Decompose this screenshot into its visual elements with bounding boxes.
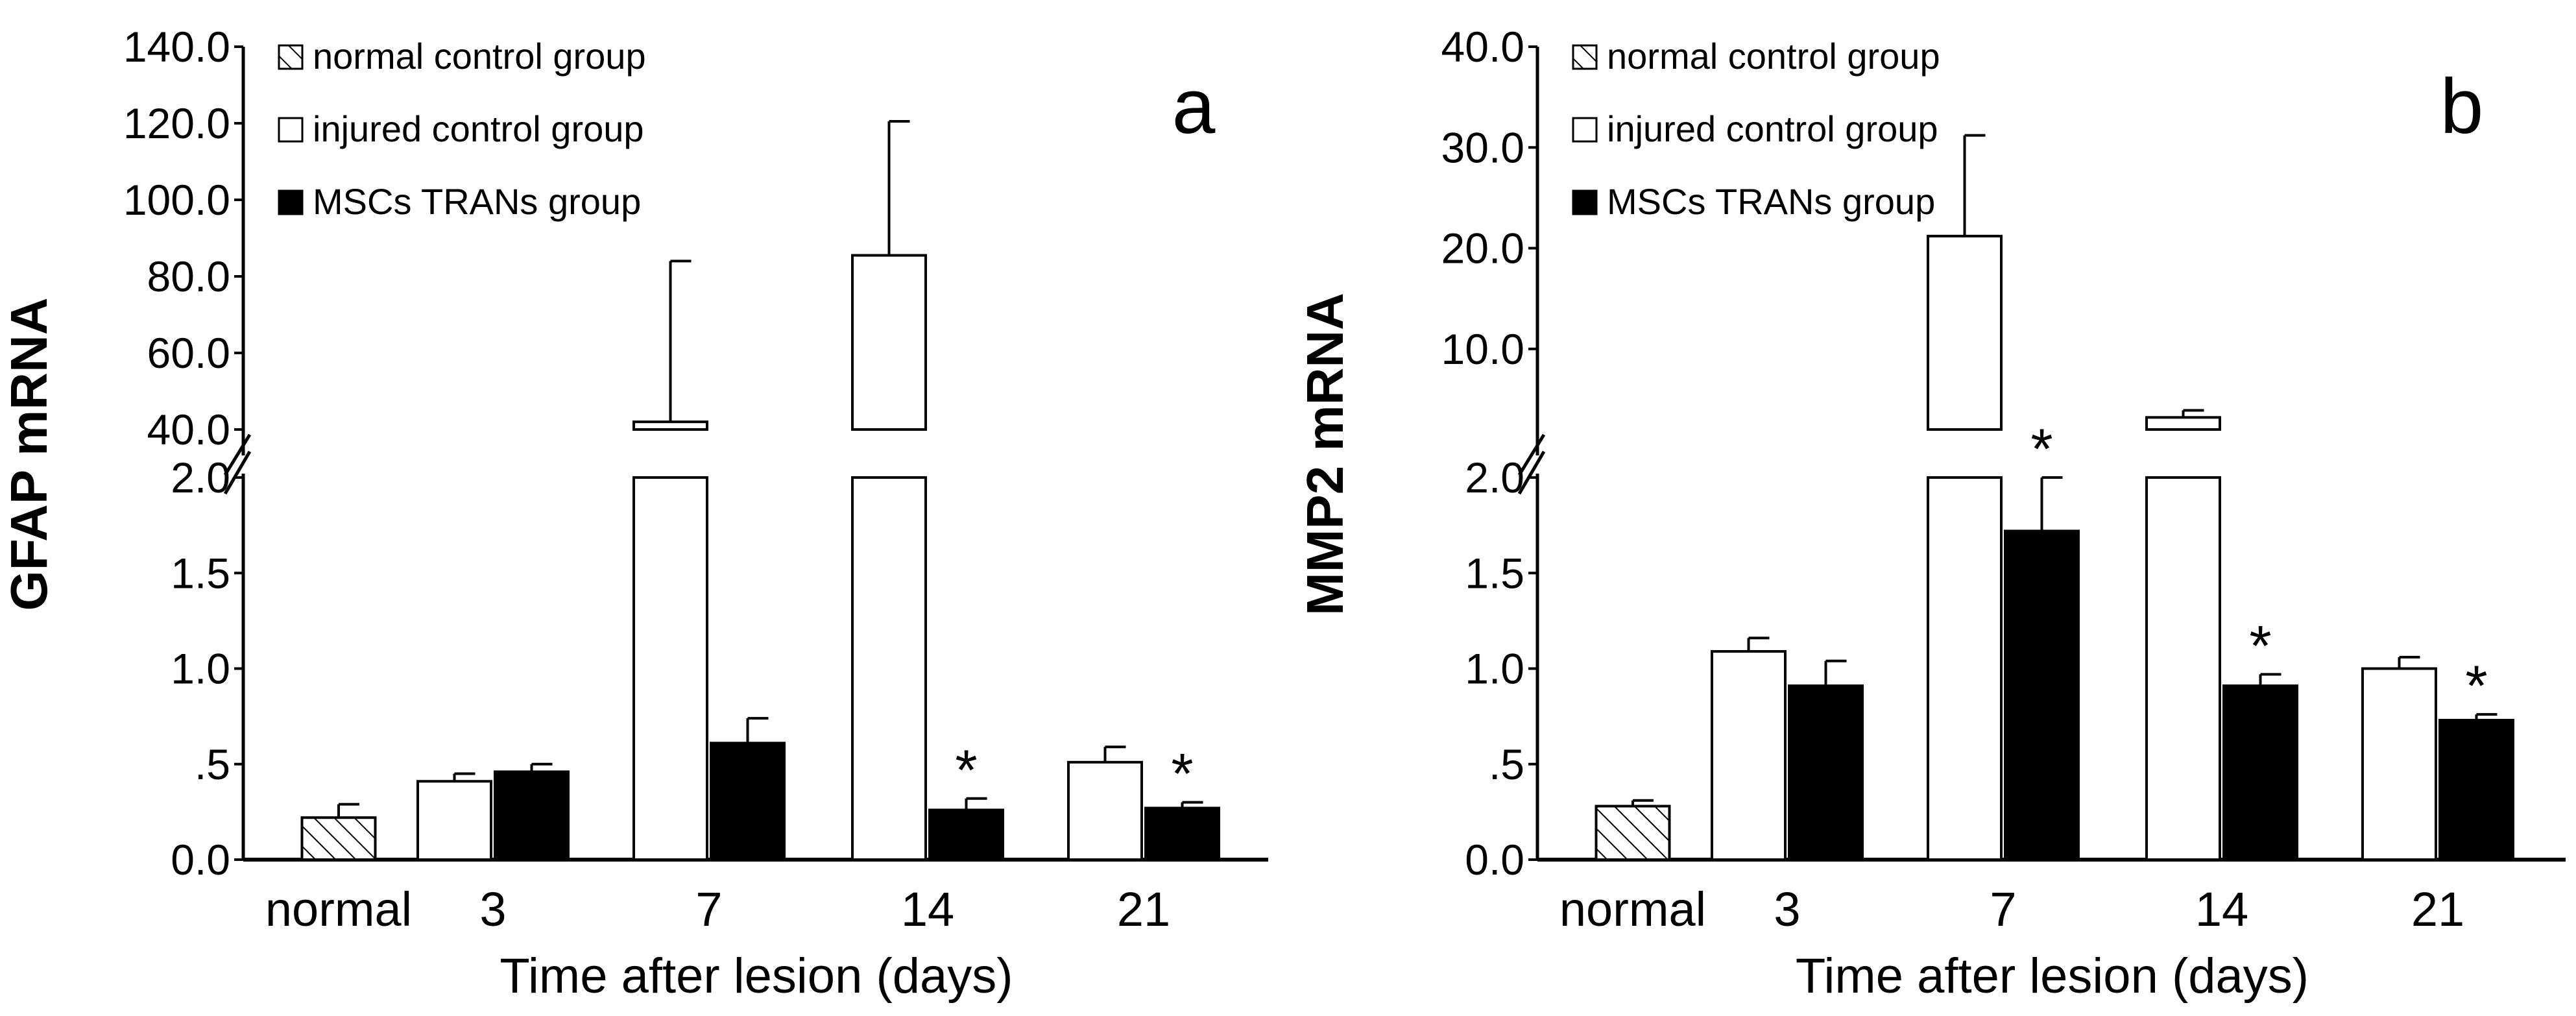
bar [2222, 684, 2298, 861]
bar [2145, 476, 2221, 861]
bar [2145, 416, 2221, 431]
x-axis-title: Time after lesion (days) [500, 949, 1013, 1004]
legend-label: MSCs TRANs group [313, 181, 641, 222]
bar [1788, 684, 1864, 861]
x-category-label: 21 [1117, 882, 1170, 936]
axis-break-mark [223, 433, 252, 476]
bar [851, 476, 927, 861]
y-tick-label: 140.0 [123, 23, 230, 71]
chart-panel-b: 0.0 .5 1.0 1.5 2.0 10.0 20.0 30.0 40.0 MMP2 mRNA n… [1296, 23, 2566, 1004]
axis-break-mark [1517, 433, 1546, 476]
bar [494, 770, 570, 862]
x-category-label: 7 [1990, 882, 2016, 936]
y-tick-label: 60.0 [147, 329, 230, 377]
y-tick-label: 1.5 [1465, 549, 1524, 597]
bar [632, 420, 708, 431]
y-tick-label: 1.0 [1465, 645, 1524, 693]
legend-swatch [1572, 44, 1598, 70]
bar [1067, 760, 1143, 862]
bar [1144, 806, 1220, 861]
bar [2438, 719, 2514, 862]
y-axis-title: GFAP mRNA [0, 297, 58, 611]
y-tick-label: 1.0 [171, 645, 230, 693]
axis-break-mark [1517, 450, 1546, 495]
x-category-label: 14 [901, 882, 954, 936]
bar [1927, 476, 2003, 861]
legend-label: MSCs TRANs group [1607, 181, 1935, 222]
legend-swatch [278, 189, 304, 215]
bar [1927, 234, 2003, 431]
x-category-label: normal [265, 882, 412, 936]
panel-label: a [1172, 63, 1216, 150]
bar [416, 780, 492, 862]
x-category-label: 21 [2411, 882, 2464, 936]
y-tick-label: 1.5 [171, 549, 230, 597]
significance-mark: * [2465, 653, 2487, 718]
chart-panel-a: 0.0 .5 1.0 1.5 2.040.0 60.0 80.0 100.0 120.0 140.… [0, 23, 1268, 1004]
panel-label: b [2440, 63, 2484, 150]
y-tick-label: .5 [1489, 740, 1524, 788]
y-tick-label: 40.0 [147, 405, 230, 454]
y-tick-label: 120.0 [123, 99, 230, 147]
legend-label: normal control group [1607, 36, 1940, 77]
y-tick-label: 0.0 [171, 836, 230, 884]
bar [300, 816, 377, 861]
bar [710, 742, 786, 861]
bar [2004, 529, 2080, 862]
x-category-label: 7 [695, 882, 722, 936]
y-tick-label: 2.0 [171, 454, 230, 502]
bar [1711, 649, 1787, 861]
y-tick-label: 80.0 [147, 252, 230, 300]
y-tick-label: 2.0 [1465, 454, 1524, 502]
legend-label: normal control group [313, 36, 646, 77]
significance-mark: * [955, 738, 977, 802]
x-axis-title: Time after lesion (days) [1796, 949, 2309, 1004]
y-tick-label: 10.0 [1441, 325, 1524, 373]
legend-swatch [1572, 117, 1598, 143]
y-tick-label: 0.0 [1465, 836, 1524, 884]
bar [928, 808, 1004, 862]
bar [1595, 804, 1671, 862]
axis-break-mark [223, 450, 252, 495]
significance-mark: * [2030, 417, 2052, 481]
legend-label: injured control group [313, 108, 644, 149]
significance-mark: * [1171, 742, 1193, 806]
legend-swatch [278, 44, 304, 70]
y-tick-label: 20.0 [1441, 224, 1524, 272]
y-tick-label: .5 [195, 740, 230, 788]
y-tick-label: 30.0 [1441, 123, 1524, 171]
legend-swatch [1572, 189, 1598, 215]
legend-label: injured control group [1607, 108, 1938, 149]
bar [632, 476, 708, 861]
x-category-label: 3 [479, 882, 506, 936]
x-category-label: normal [1559, 882, 1706, 936]
legend-swatch [278, 117, 304, 143]
significance-mark: * [2249, 613, 2271, 677]
x-category-label: 3 [1774, 882, 1800, 936]
y-tick-label: 100.0 [123, 176, 230, 224]
x-category-label: 14 [2195, 882, 2248, 936]
y-tick-label: 40.0 [1441, 23, 1524, 71]
bar [851, 254, 927, 431]
bar [2361, 667, 2437, 861]
y-axis-title: MMP2 mRNA [1296, 293, 1354, 616]
